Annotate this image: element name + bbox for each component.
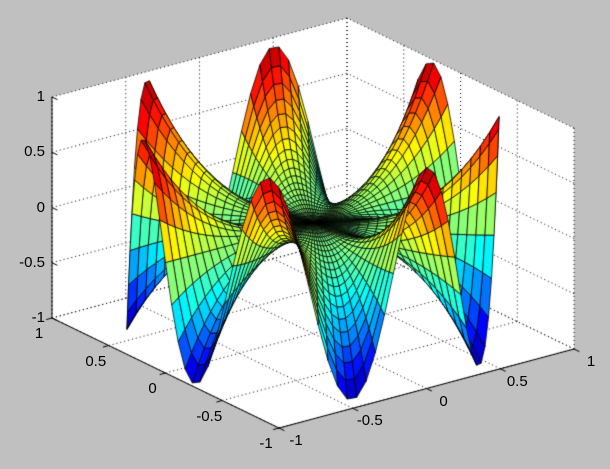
z-axis-tick-label: 1: [36, 88, 45, 105]
z-axis-tick-label: 0.5: [24, 143, 45, 161]
y-axis-tick-label: 0: [148, 380, 157, 397]
x-axis-tick-label: 0: [439, 392, 448, 410]
y-axis-tick-label: -0.5: [196, 407, 223, 425]
z-axis-tick-label: 0: [36, 198, 45, 216]
x-axis-tick-label: -1: [289, 432, 303, 449]
y-axis-tick-label: 0.5: [85, 352, 107, 370]
x-axis-tick-label: 1: [586, 353, 596, 370]
x-axis-tick-label: -0.5: [356, 412, 383, 430]
z-axis-tick-label: -0.5: [19, 253, 45, 271]
y-axis-tick-label: -1: [259, 435, 273, 452]
x-axis-tick-label: 0.5: [506, 372, 528, 390]
z-axis-tick-label: -1: [31, 309, 45, 326]
y-axis-tick-label: 1: [34, 325, 44, 342]
